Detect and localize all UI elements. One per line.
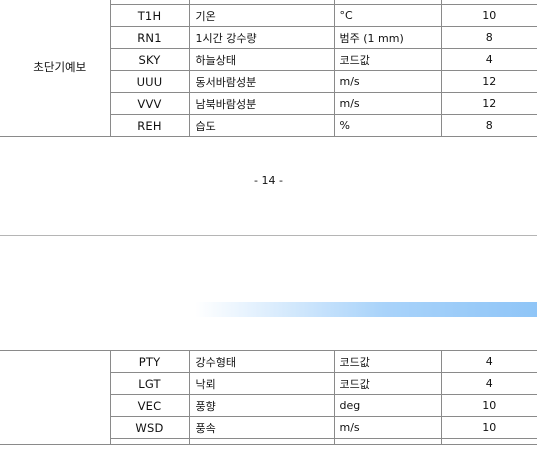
digits-cell: 4 <box>440 48 537 71</box>
unit-cell: 코드값 <box>333 48 442 71</box>
code-cell: VVV <box>109 92 190 115</box>
table-row: LGT 낙뢰 코드값 4 <box>0 372 537 395</box>
unit-cell: m/s <box>333 92 442 115</box>
name-cell: 낙뢰 <box>188 372 335 395</box>
name-cell: 남북바람성분 <box>188 92 335 115</box>
digits-cell: 4 <box>440 350 537 373</box>
code-cell: PTY <box>109 350 190 373</box>
category-cell: 초단기예보 <box>0 0 111 137</box>
table-row: PTY 강수형태 코드값 4 <box>0 350 537 445</box>
page-divider <box>0 235 537 236</box>
table-row: WSD 풍속 m/s 10 <box>0 416 537 439</box>
unit-cell <box>333 438 442 445</box>
unit-cell: 범주 (1 mm) <box>333 26 442 49</box>
digits-cell: 12 <box>440 92 537 115</box>
name-cell: 강수형태 <box>188 350 335 373</box>
unit-cell: 코드값 <box>333 372 442 395</box>
digits-cell: 10 <box>440 416 537 439</box>
digits-cell: 8 <box>440 26 537 49</box>
table-row: 초단기예보 <box>0 0 537 137</box>
code-cell: T1H <box>109 4 190 27</box>
name-cell: 1시간 강수량 <box>188 26 335 49</box>
code-cell: LGT <box>109 372 190 395</box>
table-row: VVV 남북바람성분 m/s 12 <box>0 92 537 115</box>
forecast-table-top: 초단기예보 T1H 기온 °C 10 RN1 1시간 강수량 범주 (1 mm)… <box>0 0 537 137</box>
name-cell: 기온 <box>188 4 335 27</box>
unit-cell: m/s <box>333 416 442 439</box>
digits-cell: 4 <box>440 372 537 395</box>
code-cell: WSD <box>109 416 190 439</box>
code-cell: UUU <box>109 70 190 93</box>
unit-cell: °C <box>333 4 442 27</box>
unit-cell: % <box>333 114 442 137</box>
name-cell: 습도 <box>188 114 335 137</box>
forecast-table-bottom: PTY 강수형태 코드값 4 LGT 낙뢰 코드값 4 VEC 풍향 deg 1… <box>0 350 537 445</box>
digits-cell: 12 <box>440 70 537 93</box>
code-cell: VEC <box>109 394 190 417</box>
digits-cell <box>440 438 537 445</box>
name-cell: 동서바람성분 <box>188 70 335 93</box>
unit-cell: m/s <box>333 70 442 93</box>
unit-cell: 코드값 <box>333 350 442 373</box>
digits-cell: 10 <box>440 394 537 417</box>
table-row: REH 습도 % 8 <box>0 114 537 137</box>
digits-cell: 8 <box>440 114 537 137</box>
code-cell <box>109 438 190 445</box>
category-cell <box>0 350 111 445</box>
page-header-band <box>195 302 537 317</box>
name-cell: 풍속 <box>188 416 335 439</box>
unit-cell: deg <box>333 394 442 417</box>
code-cell: RN1 <box>109 26 190 49</box>
code-cell: SKY <box>109 48 190 71</box>
name-cell <box>188 438 335 445</box>
code-cell: REH <box>109 114 190 137</box>
digits-cell: 10 <box>440 4 537 27</box>
table-row <box>0 438 537 445</box>
name-cell: 하늘상태 <box>188 48 335 71</box>
name-cell: 풍향 <box>188 394 335 417</box>
page-number: - 14 - <box>254 174 283 187</box>
